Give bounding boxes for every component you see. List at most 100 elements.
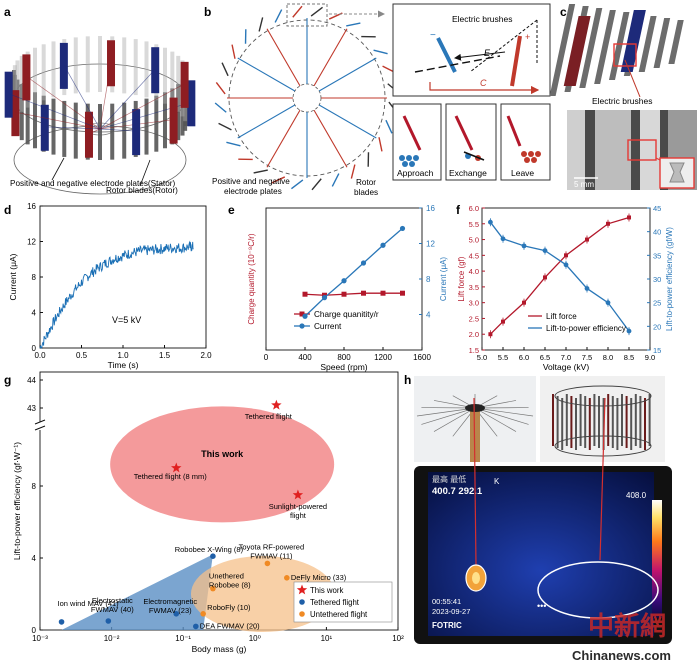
inset-blue-plate	[436, 37, 457, 73]
data-point	[521, 243, 527, 249]
data-point	[341, 278, 347, 284]
data-point	[543, 275, 547, 280]
y-axis-title: Current (μA)	[8, 253, 18, 300]
inset-dash-d	[469, 19, 538, 73]
chart-d: 0.0 0.5 1.0 1.5 2.0 0 4 8 12 16 Time (s) Current (μ…	[8, 202, 212, 370]
legend-label: Charge quanitity/r	[314, 310, 379, 319]
brush-pointer	[624, 59, 641, 98]
rotor-arm	[63, 64, 101, 130]
this-work-point	[171, 462, 182, 473]
panel-a: a Positive and negative electrode plates…	[4, 5, 196, 195]
data-point	[627, 215, 631, 220]
y-axis-title: Charge quantity (10⁻⁸C/r)	[247, 233, 256, 325]
legend-marker	[299, 311, 305, 317]
untethered-point-label: DeFly Micro (33)	[291, 573, 347, 582]
data-point	[361, 290, 366, 296]
cage-plate	[644, 398, 646, 450]
watermark-main: 中新網	[588, 611, 666, 641]
data-point	[522, 300, 526, 305]
stator-plate	[110, 103, 115, 160]
stator-plate	[144, 98, 149, 155]
y-tick-label: 4.5	[469, 251, 479, 260]
plate-render	[653, 18, 671, 68]
rotor-spoke	[237, 57, 296, 92]
tethered-point-label: Ion wind MAV (41)	[58, 599, 120, 608]
y-tick-label: 3.0	[469, 299, 479, 308]
cage-plate	[598, 396, 600, 448]
rotor-blade	[4, 71, 13, 118]
y2-tick-label: 8	[426, 275, 431, 284]
x-tick-label: 2.0	[200, 351, 212, 360]
cage-top-ring	[554, 385, 652, 407]
stator-plate	[176, 55, 181, 112]
x-tick-label: 10⁻³	[32, 634, 48, 643]
brush-tip-shape	[669, 162, 685, 183]
tethered-point	[105, 618, 112, 624]
plot-frame	[39, 205, 207, 349]
x-tick-label: 8.0	[603, 353, 613, 362]
legend-box	[293, 581, 393, 623]
data-point	[584, 286, 590, 291]
rotor-blade	[187, 80, 196, 127]
y-tick-label: 16	[27, 202, 36, 211]
rotor-arm	[15, 111, 101, 130]
untethered-point-label: FWMAV (11)	[250, 551, 293, 560]
stator-plate	[73, 102, 78, 159]
inset-title: Electric brushes	[452, 14, 512, 24]
y-tick-label: 4	[32, 554, 37, 563]
data-point	[501, 319, 505, 324]
y2-tick-label: 4	[426, 311, 431, 320]
brush-inset-box	[392, 3, 551, 97]
rotor-wire	[474, 407, 517, 432]
inset-c-arrow	[429, 82, 540, 95]
device-hub	[465, 404, 485, 412]
tethered-point-label: Robobee X-Wing (8)	[175, 545, 244, 554]
untethered-point	[264, 560, 271, 567]
data-point	[380, 242, 386, 248]
x-tick-label: 10¹	[321, 634, 333, 643]
rotor-blade	[40, 104, 49, 151]
cage-plate	[639, 396, 642, 448]
electrode-plate	[346, 22, 361, 27]
y-tick-label: 43	[27, 404, 36, 413]
x-tick-label: 0.0	[34, 351, 46, 360]
data-point	[585, 237, 589, 242]
micrograph-band	[640, 110, 660, 190]
rotor-spoke	[318, 104, 377, 139]
inset-red-plate	[510, 35, 522, 87]
panel-d: d 0.0 0.5 1.0 1.5 2.0 0 4 8 12 16 Time (s) Current …	[4, 202, 212, 370]
axis-break-gap	[36, 422, 44, 430]
tethered-point	[210, 553, 216, 559]
current-trace	[39, 240, 194, 349]
data-point	[360, 260, 367, 266]
thermal-header-values: 400.7 292.1	[432, 486, 483, 497]
cage-plate	[579, 394, 582, 446]
panel-h: h 408.0 最高 最低 400.7 292.1 K 00:55:41 202…	[404, 373, 672, 644]
cylinder-device-illustration	[4, 36, 196, 195]
electrode-plate	[292, 5, 303, 18]
rotor-blade	[22, 54, 31, 101]
data-point	[563, 262, 569, 268]
this-work-label: Tethered flight	[245, 412, 293, 421]
panel-f: f 5.0 5.5 6.0 6.5 7.0 7.5 8.0 8.5 9.0 1.5 2.0 2.5 3.…	[456, 203, 674, 372]
y2-axis-title: Current (μA)	[439, 257, 448, 302]
step-leave: Leave	[500, 103, 551, 181]
y2-tick-label: 30	[653, 275, 661, 284]
plot-frame	[39, 371, 399, 631]
data-point	[542, 248, 548, 254]
rotor-spoke	[313, 28, 348, 87]
inset-plus-sign: +	[525, 32, 530, 42]
cage-plate	[575, 398, 577, 450]
top-view-schematic	[214, 5, 400, 191]
cage-plate	[616, 398, 619, 450]
rotor-blade	[59, 42, 68, 89]
inset-c-label: C	[480, 78, 487, 88]
electrode-plate	[274, 9, 283, 23]
rotor-arm	[99, 62, 112, 130]
y-tick-label: 44	[27, 376, 36, 385]
x-tick-label: 400	[298, 353, 312, 362]
tethered-point-label: DEA FWMAV (20)	[200, 621, 260, 630]
series-line	[304, 227, 403, 317]
untethered-point-label: Robobee (8)	[209, 581, 251, 590]
y-tick-label: 3.5	[469, 283, 479, 292]
